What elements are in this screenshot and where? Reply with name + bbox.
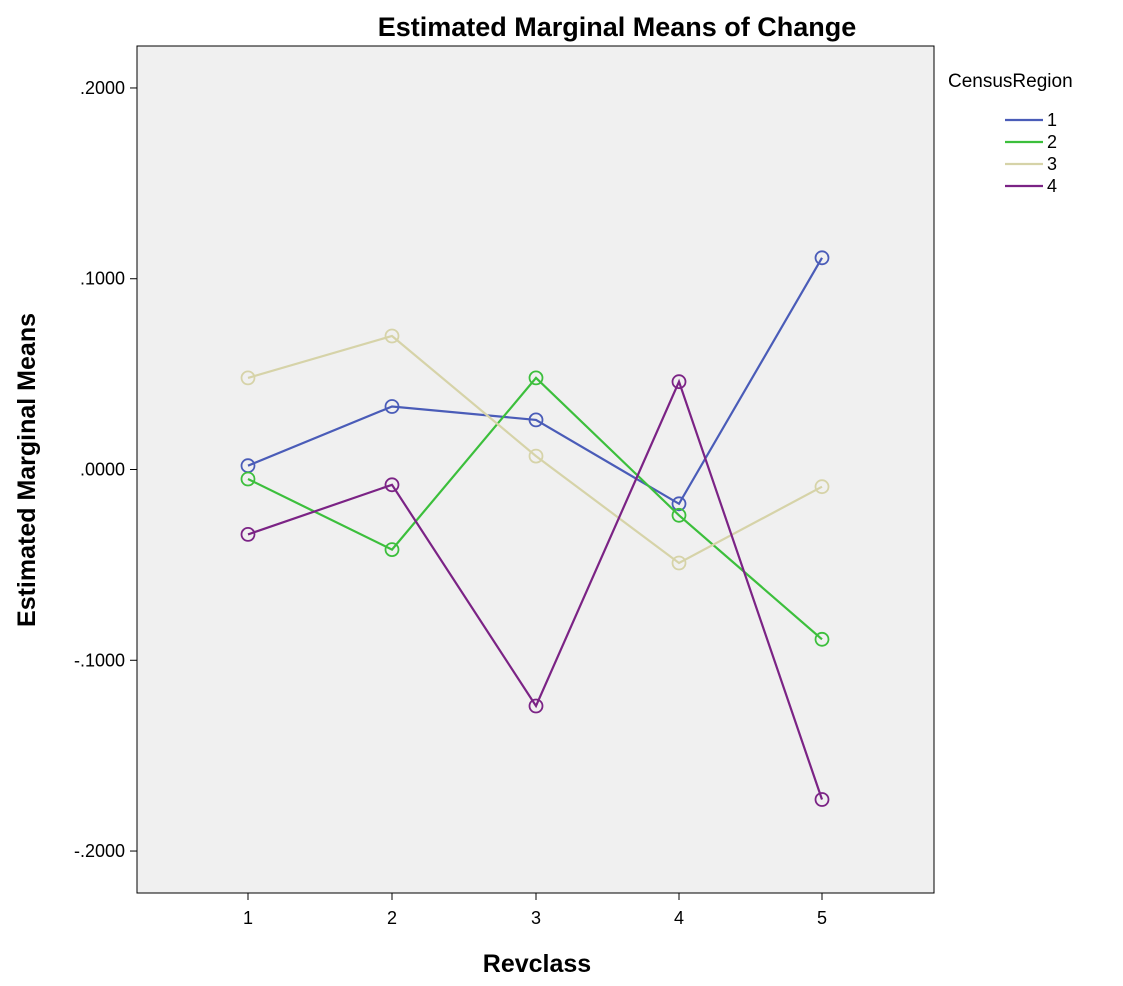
data-point <box>528 370 544 386</box>
series-layer <box>240 250 830 807</box>
y-tick-label: .0000 <box>80 460 125 480</box>
y-tick-label: -.2000 <box>74 841 125 861</box>
data-point <box>671 507 687 523</box>
series-4 <box>240 374 830 807</box>
y-axis: .2000 .1000 .0000 -.1000 -.2000 <box>74 78 137 861</box>
series-line <box>247 378 824 800</box>
series-line <box>247 257 823 506</box>
x-tick-label: 1 <box>243 908 253 928</box>
data-point <box>240 471 256 487</box>
y-tick-label: .1000 <box>80 269 125 289</box>
data-point <box>240 370 256 386</box>
data-point <box>671 496 687 512</box>
x-tick-label: 3 <box>531 908 541 928</box>
data-point <box>814 479 830 495</box>
legend-label: 3 <box>1047 154 1057 174</box>
data-point <box>528 698 544 714</box>
data-point <box>384 477 400 493</box>
series-1 <box>240 250 830 512</box>
x-tick-label: 5 <box>817 908 827 928</box>
chart-title: Estimated Marginal Means of Change <box>378 12 857 42</box>
data-point <box>384 399 400 414</box>
data-point <box>528 448 544 464</box>
data-point <box>814 250 830 266</box>
series-3 <box>240 328 830 571</box>
legend-item: 1 <box>1005 110 1057 130</box>
series-line <box>247 376 823 641</box>
data-point <box>528 412 544 428</box>
data-point <box>671 555 687 571</box>
plot-area <box>136 45 935 894</box>
legend-item: 4 <box>1005 176 1057 196</box>
data-point <box>384 328 400 344</box>
data-point <box>240 527 256 542</box>
legend-item: 3 <box>1005 154 1057 174</box>
x-axis: 1 2 3 4 5 <box>243 893 827 928</box>
x-axis-label: Revclass <box>483 950 591 978</box>
legend-label: 4 <box>1047 176 1057 196</box>
y-tick-label: -.1000 <box>74 650 125 670</box>
data-point <box>384 542 400 557</box>
x-tick-label: 4 <box>674 908 684 928</box>
y-axis-label: Estimated Marginal Means <box>13 313 41 627</box>
data-point <box>671 374 687 390</box>
series-2 <box>240 370 830 647</box>
legend-item: 2 <box>1005 132 1057 152</box>
legend-title: CensusRegion <box>948 71 1073 92</box>
x-tick-label: 2 <box>387 908 397 928</box>
data-point <box>814 792 830 807</box>
legend-label: 2 <box>1047 132 1057 152</box>
series-line <box>247 334 823 565</box>
data-point <box>814 631 830 647</box>
y-tick-label: .2000 <box>80 78 125 98</box>
legend-label: 1 <box>1047 110 1057 130</box>
